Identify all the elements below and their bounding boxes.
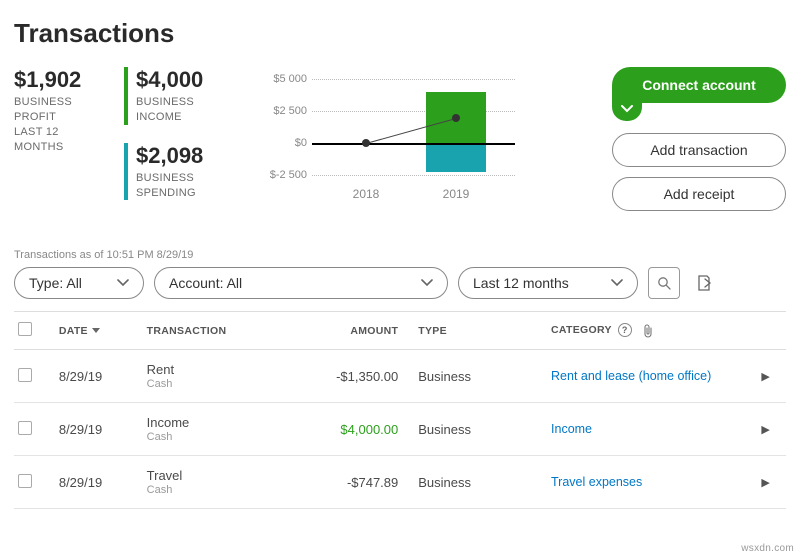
row-checkbox[interactable] <box>14 456 55 509</box>
filter-type-prefix: Type: <box>29 275 66 291</box>
cell-type: Business <box>414 456 547 509</box>
filter-period[interactable]: Last 12 months <box>458 267 638 299</box>
category-link[interactable]: Rent and lease (home office) <box>551 368 711 384</box>
chart-y-label: $5 000 <box>273 73 307 85</box>
cell-transaction: RentCash <box>143 350 306 403</box>
filter-account-prefix: Account: <box>169 275 227 291</box>
export-icon <box>693 273 713 293</box>
cell-transaction: IncomeCash <box>143 403 306 456</box>
stat-spending: $2,098 BUSINESS SPENDING <box>124 143 240 201</box>
chart-y-label: $2 500 <box>273 105 307 117</box>
overview-chart: $5 000 $2 500 $0 $-2 500 2018 2019 <box>260 67 525 207</box>
table-header-row: DATETRANSACTIONAMOUNTTYPECATEGORY ? <box>14 312 786 350</box>
filter-account[interactable]: Account: All <box>154 267 448 299</box>
cell-transaction-sub: Cash <box>147 431 302 443</box>
checkbox-icon[interactable] <box>18 368 32 382</box>
filter-row: Type: All Account: All Last 12 months <box>14 267 786 299</box>
stat-profit-label: BUSINESS PROFIT LAST 12 MONTHS <box>14 95 106 154</box>
chart-bar-spending <box>426 145 486 172</box>
stat-income-label: BUSINESS INCOME <box>136 95 240 125</box>
stat-income-value: $4,000 <box>136 67 240 93</box>
search-button[interactable] <box>648 267 680 299</box>
cell-transaction-sub: Cash <box>147 378 302 390</box>
column-header <box>757 312 786 350</box>
cell-attachment <box>727 403 758 456</box>
chevron-down-icon <box>421 279 433 287</box>
cell-amount: -$1,350.00 <box>306 350 414 403</box>
row-expand[interactable]: ▶ <box>757 350 786 403</box>
chevron-down-icon <box>621 105 633 113</box>
watermark: wsxdn.com <box>741 543 794 554</box>
cell-type: Business <box>414 350 547 403</box>
category-link[interactable]: Income <box>551 421 592 437</box>
action-panel: Connect account Add transaction Add rece… <box>612 67 786 211</box>
filter-type-value: All <box>66 275 82 291</box>
filter-account-value: All <box>227 275 243 291</box>
export-button[interactable] <box>690 267 716 299</box>
cell-attachment <box>727 350 758 403</box>
row-expand[interactable]: ▶ <box>757 403 786 456</box>
row-expand[interactable]: ▶ <box>757 456 786 509</box>
row-checkbox[interactable] <box>14 403 55 456</box>
column-header-amount: AMOUNT <box>306 312 414 350</box>
help-icon[interactable]: ? <box>618 323 632 337</box>
attachment-icon <box>642 324 654 338</box>
stat-profit: $1,902 BUSINESS PROFIT LAST 12 MONTHS <box>14 67 124 154</box>
chart-y-label: $0 <box>295 137 307 149</box>
filter-type[interactable]: Type: All <box>14 267 144 299</box>
cell-date: 8/29/19 <box>55 456 143 509</box>
stat-spending-value: $2,098 <box>136 143 240 169</box>
cell-category: Rent and lease (home office) <box>547 350 727 403</box>
cell-type: Business <box>414 403 547 456</box>
cell-date: 8/29/19 <box>55 350 143 403</box>
chart-data-point <box>362 139 370 147</box>
cell-amount: $4,000.00 <box>306 403 414 456</box>
cell-transaction-sub: Cash <box>147 484 302 496</box>
stat-spending-label: BUSINESS SPENDING <box>136 171 240 201</box>
category-link[interactable]: Travel expenses <box>551 474 642 490</box>
cell-amount: -$747.89 <box>306 456 414 509</box>
cell-date: 8/29/19 <box>55 403 143 456</box>
column-header <box>727 312 758 350</box>
add-receipt-button[interactable]: Add receipt <box>612 177 786 211</box>
checkbox-icon[interactable] <box>18 421 32 435</box>
filter-period-value: Last 12 months <box>473 275 569 291</box>
stat-profit-value: $1,902 <box>14 67 106 93</box>
table-row: 8/29/19TravelCash-$747.89BusinessTravel … <box>14 456 786 509</box>
cell-category: Income <box>547 403 727 456</box>
chart-grid-line <box>312 79 515 80</box>
chart-x-label: 2018 <box>336 187 396 201</box>
checkbox-icon[interactable] <box>18 474 32 488</box>
chevron-down-icon <box>611 279 623 287</box>
chevron-down-icon <box>117 279 129 287</box>
column-header-date[interactable]: DATE <box>55 312 143 350</box>
column-header: TRANSACTION <box>143 312 306 350</box>
cell-attachment <box>727 456 758 509</box>
header-checkbox[interactable] <box>14 312 55 350</box>
chart-x-label: 2019 <box>426 187 486 201</box>
chart-data-point <box>452 114 460 122</box>
connect-account-dropdown[interactable] <box>612 97 642 121</box>
page-title: Transactions <box>14 18 786 49</box>
stat-income: $4,000 BUSINESS INCOME <box>124 67 240 125</box>
column-header-category[interactable]: CATEGORY ? <box>547 312 727 350</box>
cell-category: Travel expenses <box>547 456 727 509</box>
table-row: 8/29/19RentCash-$1,350.00BusinessRent an… <box>14 350 786 403</box>
search-icon <box>657 276 671 290</box>
chart-grid-line <box>312 175 515 176</box>
transactions-table: DATETRANSACTIONAMOUNTTYPECATEGORY ? 8/29… <box>14 311 786 509</box>
transactions-as-of: Transactions as of 10:51 PM 8/29/19 <box>14 249 786 261</box>
stat-column-2: $4,000 BUSINESS INCOME $2,098 BUSINESS S… <box>124 67 240 200</box>
column-header: TYPE <box>414 312 547 350</box>
row-checkbox[interactable] <box>14 350 55 403</box>
add-transaction-button[interactable]: Add transaction <box>612 133 786 167</box>
checkbox-icon[interactable] <box>18 322 32 336</box>
chart-y-label: $-2 500 <box>270 169 307 181</box>
stats-row: $1,902 BUSINESS PROFIT LAST 12 MONTHS $4… <box>14 67 786 211</box>
cell-transaction: TravelCash <box>143 456 306 509</box>
table-row: 8/29/19IncomeCash$4,000.00BusinessIncome… <box>14 403 786 456</box>
